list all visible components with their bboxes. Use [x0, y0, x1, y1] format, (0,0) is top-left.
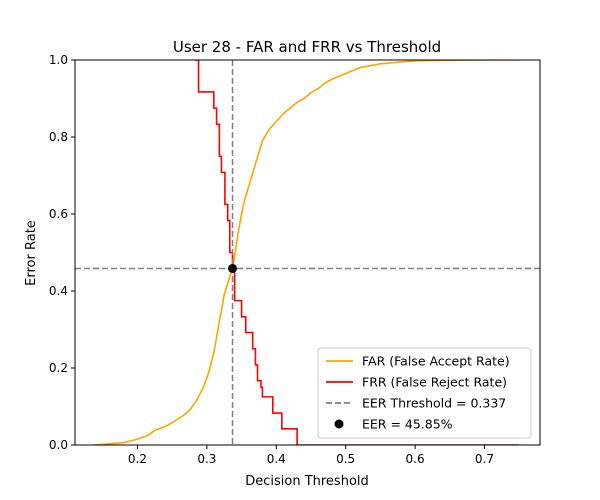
- x-axis-label: Decision Threshold: [245, 474, 369, 489]
- chart-title: User 28 - FAR and FRR vs Threshold: [173, 38, 441, 56]
- x-tick-label: 0.4: [267, 452, 286, 466]
- plot-frame: [74, 59, 541, 446]
- legend-box: [317, 347, 532, 439]
- y-tick-label: 0.4: [49, 284, 68, 298]
- x-tick-label: 0.7: [475, 452, 494, 466]
- plot-series-group: [75, 60, 540, 445]
- y-tick-label: 0.6: [49, 207, 68, 221]
- series-line-frr: [195, 60, 520, 445]
- plot-area: [75, 60, 540, 445]
- legend-entry-eer-threshold-label: EER Threshold = 0.337: [362, 396, 506, 411]
- legend-entry-eer-point-swatch: [334, 419, 344, 429]
- legend-entry-eer-point-label: EER = 45.85%: [362, 417, 453, 432]
- series-line-far: [93, 60, 520, 445]
- x-tick-label: 0.6: [406, 452, 425, 466]
- y-tick-label: 0.8: [49, 130, 68, 144]
- x-tick-label: 0.3: [197, 452, 216, 466]
- y-tick-label: 0.0: [49, 438, 68, 452]
- eer-point: [228, 263, 238, 273]
- legend: FAR (False Accept Rate) FRR (False Reject…: [317, 347, 532, 439]
- legend-entry-far-label: FAR (False Accept Rate): [362, 354, 510, 369]
- axes: 0.2 0.3 0.4 0.5 0.6 0.7 0.0 0.2 0.4 0.6 0.8 1.0: [49, 53, 541, 466]
- y-axis-label: Error Rate: [24, 220, 39, 286]
- legend-entry-frr-label: FRR (False Reject Rate): [362, 375, 507, 390]
- y-tick-label: 0.2: [49, 361, 68, 375]
- y-tick-label: 1.0: [49, 53, 68, 67]
- x-tick-label: 0.5: [336, 452, 355, 466]
- x-tick-label: 0.2: [128, 452, 147, 466]
